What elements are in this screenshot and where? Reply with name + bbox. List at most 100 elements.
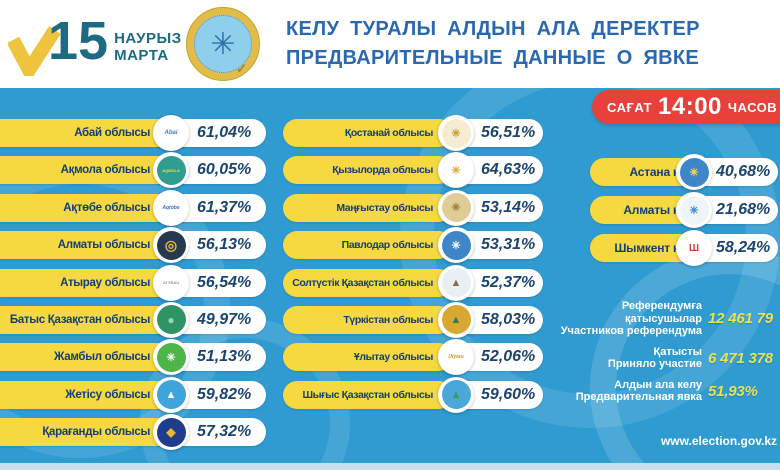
region-column-left: 61,04% Абай облысы Abai 60,05% Ақмола об…: [0, 115, 266, 451]
region-pill: Абай облысы: [0, 119, 180, 147]
region-pill: Батыс Қазақстан облысы: [0, 305, 180, 334]
region-row: 56,51% Қостанай облысы ✳: [283, 115, 543, 151]
region-name: Солтүстік Қазақстан облысы: [292, 276, 433, 289]
region-row: 61,37% Ақтөбе облысы Aqtobe: [0, 189, 266, 226]
region-pill: Шығыс Қазақстан облысы: [283, 380, 453, 409]
region-emblem-icon: ▲: [438, 301, 474, 338]
checkmark-icon: [8, 26, 60, 76]
stat-label: Референдумға қатысушылар Участников рефе…: [556, 300, 702, 338]
region-row: 49,97% Батыс Қазақстан облысы ●: [0, 301, 266, 338]
city-name: Астана қ.: [629, 165, 682, 179]
region-name: Шығыс Қазақстан облысы: [302, 388, 433, 401]
turnout-value: 61,04%: [197, 124, 252, 141]
stat-label: Қатысты Приняло участие: [556, 346, 702, 371]
turnout-value: 49,97%: [197, 310, 252, 328]
title-line-ru: ПРЕДВАРИТЕЛЬНЫЕ ДАННЫЕ О ЯВКЕ: [286, 47, 700, 69]
region-row: 58,03% Түркістан облысы ▲: [283, 301, 543, 338]
emblem-glyph: Aqtobe: [156, 193, 186, 223]
turnout-value: 59,60%: [481, 385, 536, 403]
city-row: 58,24% Шымкент қ. Ш: [590, 230, 780, 266]
stat-label-kk: Референдумға қатысушылар: [621, 300, 702, 325]
region-pill: Маңғыстау облысы: [283, 193, 453, 222]
turnout-value: 21,68%: [716, 201, 771, 218]
emblem-glyph: ✳: [679, 195, 709, 225]
time-badge: САҒАТ 14:00 ЧАСОВ: [592, 90, 780, 124]
region-row: 56,13% Алматы облысы ◎: [0, 227, 266, 264]
region-pill: Ұлытау облысы: [283, 343, 453, 372]
city-name: Шымкент қ.: [614, 241, 682, 255]
region-pill: Жамбыл облысы: [0, 343, 180, 372]
turnout-value: 64,63%: [481, 161, 536, 179]
stat-label-ru: Участников референдума: [560, 325, 702, 337]
stat-value: 6 471 378: [708, 349, 773, 367]
cec-seal-icon: ✳ ✓: [186, 7, 260, 81]
region-emblem-icon: ✳: [438, 152, 474, 189]
summary-stat: Қатысты Приняло участие 6 471 378: [556, 346, 780, 371]
turnout-value: 57,32%: [197, 423, 252, 441]
emblem-glyph: ▲: [441, 268, 471, 298]
emblem-glyph: ✳: [441, 193, 471, 223]
emblem-glyph: ●: [156, 305, 186, 335]
region-pill: Атырау облысы: [0, 268, 180, 297]
emblem-glyph: ✳: [156, 342, 186, 372]
logo-month-ru: МАРТА: [114, 47, 169, 64]
region-name: Атырау облысы: [60, 276, 150, 289]
region-row: 52,06% Ұлытау облысы Ulytau: [283, 339, 543, 376]
stat-value: 51,93%: [708, 382, 758, 400]
logo-month-kk: НАУРЫЗ: [114, 30, 182, 47]
emblem-glyph: Abai: [156, 118, 186, 148]
header: 15 НАУРЫЗ МАРТА ✳ ✓ КЕЛУ ТУРАЛЫ АЛДЫН АЛ…: [0, 0, 780, 88]
region-emblem-icon: ✳: [153, 339, 189, 376]
city-row: 40,68% Астана қ. ✳: [590, 154, 780, 190]
region-name: Маңғыстау облысы: [336, 201, 433, 214]
turnout-value: 52,37%: [481, 273, 536, 291]
page-title: КЕЛУ ТУРАЛЫ АЛДЫН АЛА ДЕРЕКТЕР ПРЕДВАРИТ…: [286, 15, 700, 73]
summary-stats: Референдумға қатысушылар Участников рефе…: [556, 300, 780, 412]
stat-value: 12 461 79: [708, 310, 773, 328]
region-pill: Алматы облысы: [0, 231, 180, 260]
region-emblem-icon: Abai: [153, 115, 189, 151]
region-name: Абай облысы: [74, 127, 150, 139]
region-row: 52,37% Солтүстік Қазақстан облысы ▲: [283, 264, 543, 301]
summary-stat: Референдумға қатысушылар Участников рефе…: [556, 300, 780, 338]
region-name: Батыс Қазақстан облысы: [9, 313, 150, 326]
region-pill: Ақмола облысы: [0, 156, 180, 185]
emblem-glyph: ✳: [679, 157, 709, 187]
region-pill: Солтүстік Қазақстан облысы: [283, 268, 453, 297]
region-name: Түркістан облысы: [343, 313, 433, 326]
region-name: Ақтөбе облысы: [63, 201, 150, 214]
turnout-value: 56,51%: [481, 124, 536, 141]
turnout-value: 56,13%: [197, 236, 252, 254]
emblem-glyph: ▲: [441, 380, 471, 410]
city-column-right: 40,68% Астана қ. ✳ 21,68% Алматы қ. ✳: [590, 154, 780, 266]
logo-day: 15: [48, 11, 109, 71]
seal-check-icon: ✓: [236, 61, 247, 76]
region-pill: Ақтөбе облысы: [0, 193, 180, 222]
region-pill: Қостанай облысы: [283, 119, 453, 147]
turnout-value: 53,14%: [481, 198, 536, 216]
region-emblem-icon: ✳: [438, 227, 474, 264]
emblem-glyph: ✳: [441, 230, 471, 260]
turnout-value: 51,13%: [197, 348, 252, 366]
website-link[interactable]: www.election.gov.kz: [660, 434, 777, 448]
region-emblem-icon: ATYRAU: [153, 264, 189, 301]
region-name: Жетісу облысы: [65, 388, 150, 401]
region-emblem-icon: ▲: [438, 376, 474, 413]
region-name: Алматы облысы: [57, 239, 151, 252]
region-row: 61,04% Абай облысы Abai: [0, 115, 266, 151]
turnout-value: 56,54%: [197, 273, 252, 291]
title-line-kk: КЕЛУ ТУРАЛЫ АЛДЫН АЛА ДЕРЕКТЕР: [286, 18, 700, 40]
region-emblem-icon: ▲: [438, 264, 474, 301]
emblem-glyph: Ш: [679, 233, 709, 263]
region-row: 59,82% Жетісу облысы ▲: [0, 376, 266, 413]
region-name: Ақмола облысы: [60, 164, 151, 177]
region-emblem-icon: ●: [153, 301, 189, 338]
region-column-middle: 56,51% Қостанай облысы ✳ 64,63% Қызылорд…: [283, 115, 543, 413]
region-emblem-icon: Aqtobe: [153, 189, 189, 226]
seal-ornament-icon: ✳: [194, 15, 252, 73]
region-emblem-icon: ◎: [153, 227, 189, 264]
region-row: 64,63% Қызылорда облысы ✳: [283, 152, 543, 189]
stat-label-ru: Предварительная явка: [575, 391, 702, 403]
bottom-strip: [0, 463, 780, 470]
